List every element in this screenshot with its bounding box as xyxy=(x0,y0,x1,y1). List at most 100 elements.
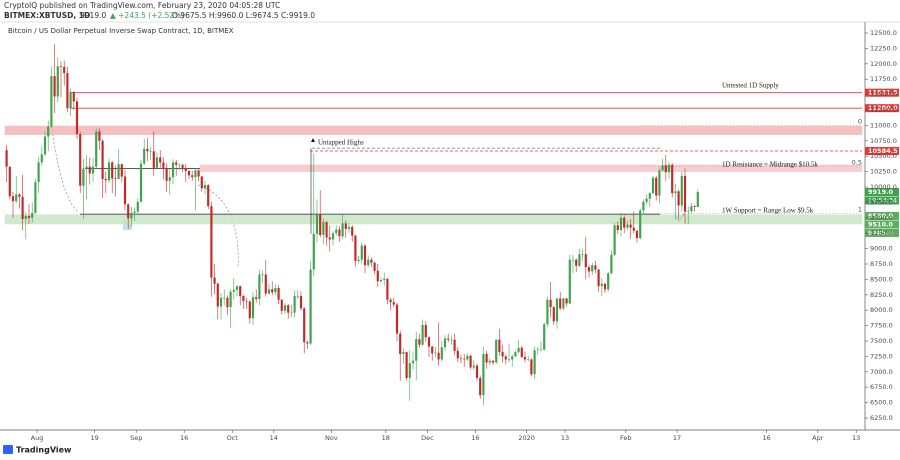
x-tick-label: 13 xyxy=(852,434,860,442)
y-tick-label: 8750.0 xyxy=(870,260,893,268)
candle-body xyxy=(296,296,299,297)
candle-body xyxy=(498,339,501,353)
candle-body xyxy=(687,211,690,212)
y-tick-label: 7750.0 xyxy=(870,322,893,330)
candle-body xyxy=(5,150,8,167)
y-tick-label: 10500.0 xyxy=(870,152,897,160)
candle-body xyxy=(101,140,104,180)
x-tick-label: 16 xyxy=(762,434,770,442)
y-tick-label: 7250.0 xyxy=(870,352,893,360)
y-tick-label: 12250.0 xyxy=(870,44,897,52)
candle-body xyxy=(667,164,671,173)
x-tick-label: Nov xyxy=(325,434,338,442)
candle-body xyxy=(15,194,18,202)
y-tick-label: 9000.0 xyxy=(870,245,893,253)
y-tick-label: 6500.0 xyxy=(870,399,893,407)
y-tick-label: 11250.0 xyxy=(870,106,897,114)
candle-body xyxy=(424,324,427,338)
candle-body xyxy=(155,157,159,168)
candle-body xyxy=(341,223,344,237)
candle-body xyxy=(507,359,511,361)
price-label: 11531.5 xyxy=(868,89,898,97)
candle-body xyxy=(309,269,312,344)
annotation: 1W Support = Range Low $9.5k xyxy=(722,207,814,215)
y-tick-label: 9250.0 xyxy=(870,229,893,237)
candle-body xyxy=(271,289,274,293)
candle-body xyxy=(408,363,411,378)
candle-body xyxy=(181,164,184,168)
candle-body xyxy=(40,154,43,163)
candle-body xyxy=(405,352,408,378)
x-tick-label: 16 xyxy=(471,434,479,442)
candle-body xyxy=(536,349,539,351)
candle-body xyxy=(616,225,619,231)
candle-body xyxy=(619,217,623,231)
candle-body xyxy=(421,324,424,345)
candle-body xyxy=(328,237,331,240)
candle-body xyxy=(671,164,674,194)
candle-body xyxy=(69,92,72,109)
candle-body xyxy=(136,201,139,212)
price-label: 10584.5 xyxy=(868,147,898,155)
candle-body xyxy=(520,347,523,358)
candle-body xyxy=(434,352,437,354)
candle-body xyxy=(367,259,370,266)
price-label-box xyxy=(865,211,899,220)
candle-body xyxy=(472,365,475,368)
candle-body xyxy=(635,230,639,239)
candle-body xyxy=(322,222,325,236)
candle-body xyxy=(664,165,667,173)
candle-body xyxy=(447,338,450,340)
y-tick-label: 6250.0 xyxy=(870,414,893,422)
candle-body xyxy=(568,259,571,304)
fib-label: 0.5 xyxy=(852,159,862,167)
candle-body xyxy=(347,227,351,229)
candle-body xyxy=(50,76,53,127)
publisher-line: CryptoIQ published on TradingView.com, F… xyxy=(4,1,280,10)
price-label: 9530.0 xyxy=(868,212,894,220)
candle-body xyxy=(658,170,661,196)
candle-body xyxy=(21,196,24,220)
price-label-box xyxy=(865,220,899,229)
x-tick-label: 16 xyxy=(180,434,188,442)
candle-body xyxy=(360,245,363,260)
candle-body xyxy=(427,337,431,347)
fib-label: 0 xyxy=(858,117,862,125)
candle-body xyxy=(111,162,114,179)
candle-body xyxy=(219,297,223,307)
candle-body xyxy=(91,166,95,174)
x-tick-label: 18 xyxy=(382,434,390,442)
candle-body xyxy=(546,299,549,325)
candle-body xyxy=(517,347,520,353)
candle-body xyxy=(475,365,479,378)
candle-body xyxy=(216,283,219,307)
candle-body xyxy=(639,210,642,239)
candle-body xyxy=(319,214,322,236)
candle-body xyxy=(210,206,213,278)
candle-body xyxy=(200,176,203,189)
candle-body xyxy=(527,359,530,361)
price-zone xyxy=(4,214,863,225)
candle-body xyxy=(363,245,367,266)
candle-body xyxy=(139,163,143,202)
candle-body xyxy=(123,176,127,205)
candle-body xyxy=(562,298,565,309)
candle-body xyxy=(575,259,578,266)
candle-body xyxy=(354,235,357,261)
price-label: 9919.0 xyxy=(868,188,894,196)
candle-body xyxy=(255,297,258,300)
candle-body xyxy=(235,286,239,290)
candle-body xyxy=(335,229,338,234)
candle-body xyxy=(248,301,251,319)
candle-body xyxy=(603,283,607,290)
candle-body xyxy=(495,339,498,363)
price-label-box xyxy=(865,188,899,196)
candle-body xyxy=(511,356,514,360)
candle-body xyxy=(267,289,271,294)
candle-body xyxy=(501,352,504,357)
candle-body xyxy=(264,274,267,294)
y-tick-label: 9500.0 xyxy=(870,214,893,222)
y-tick-label: 10250.0 xyxy=(870,168,897,176)
candle-body xyxy=(226,297,229,308)
candle-body xyxy=(565,298,568,304)
